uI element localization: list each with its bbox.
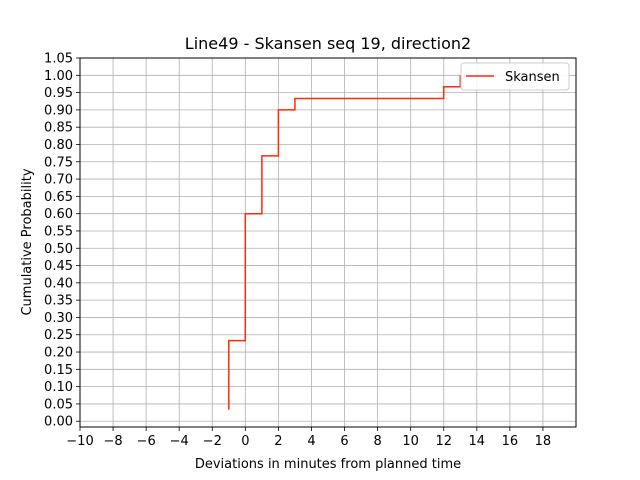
x-tick-label: −4 (170, 434, 189, 449)
y-tick-label: 0.70 (44, 173, 73, 188)
x-tick-label: −8 (103, 434, 122, 449)
y-tick-label: 0.10 (44, 380, 73, 395)
y-tick-label: 0.85 (44, 121, 73, 136)
x-tick-label: 8 (373, 434, 381, 449)
x-tick-label: 16 (502, 434, 519, 449)
y-tick-label: 0.05 (44, 397, 73, 412)
series-line-skansen (228, 75, 462, 410)
x-axis-ticks: −10 −8 −6 −4 −2 0 2 4 6 8 10 12 14 16 18 (66, 427, 551, 449)
legend-label-skansen: Skansen (505, 70, 560, 85)
y-tick-label: 0.90 (44, 103, 73, 118)
y-tick-label: 0.40 (44, 276, 73, 291)
y-tick-label: 0.00 (44, 415, 73, 430)
y-axis-label: Cumulative Probability (20, 168, 35, 315)
x-axis-label: Deviations in minutes from planned time (195, 457, 461, 472)
y-tick-label: 1.00 (44, 69, 73, 84)
y-tick-label: 0.25 (44, 328, 73, 343)
chart-title: Line49 - Skansen seq 19, direction2 (185, 34, 471, 53)
legend-box (460, 62, 570, 91)
y-tick-label: 0.60 (44, 207, 73, 222)
x-tick-label: −2 (203, 434, 222, 449)
x-tick-label: 2 (274, 434, 282, 449)
y-tick-label: 0.55 (44, 224, 73, 239)
y-axis-ticks: 0.00 0.05 0.10 0.15 0.20 0.25 0.30 0.35 0.40 0.45… (44, 52, 80, 430)
x-tick-label: −6 (137, 434, 156, 449)
x-tick-label: 6 (340, 434, 348, 449)
x-tick-label: −10 (66, 434, 93, 449)
y-tick-label: 0.50 (44, 242, 73, 257)
y-tick-label: 0.35 (44, 294, 73, 309)
x-tick-label: 4 (307, 434, 315, 449)
y-tick-label: 0.95 (44, 86, 73, 101)
y-tick-label: 0.65 (44, 190, 73, 205)
x-tick-label: 10 (402, 434, 419, 449)
x-tick-label: 14 (469, 434, 486, 449)
legend: Skansen (460, 62, 570, 91)
y-tick-label: 0.45 (44, 259, 73, 274)
x-tick-label: 0 (241, 434, 249, 449)
y-tick-label: 0.15 (44, 363, 73, 378)
y-tick-label: 0.30 (44, 311, 73, 326)
plot-frame (79, 57, 577, 428)
x-tick-label: 12 (435, 434, 452, 449)
y-tick-label: 1.05 (44, 52, 73, 67)
y-tick-label: 0.20 (44, 346, 73, 361)
y-tick-label: 0.80 (44, 138, 73, 153)
x-tick-label: 18 (535, 434, 552, 449)
series-layer (228, 75, 462, 410)
y-tick-label: 0.75 (44, 155, 73, 170)
